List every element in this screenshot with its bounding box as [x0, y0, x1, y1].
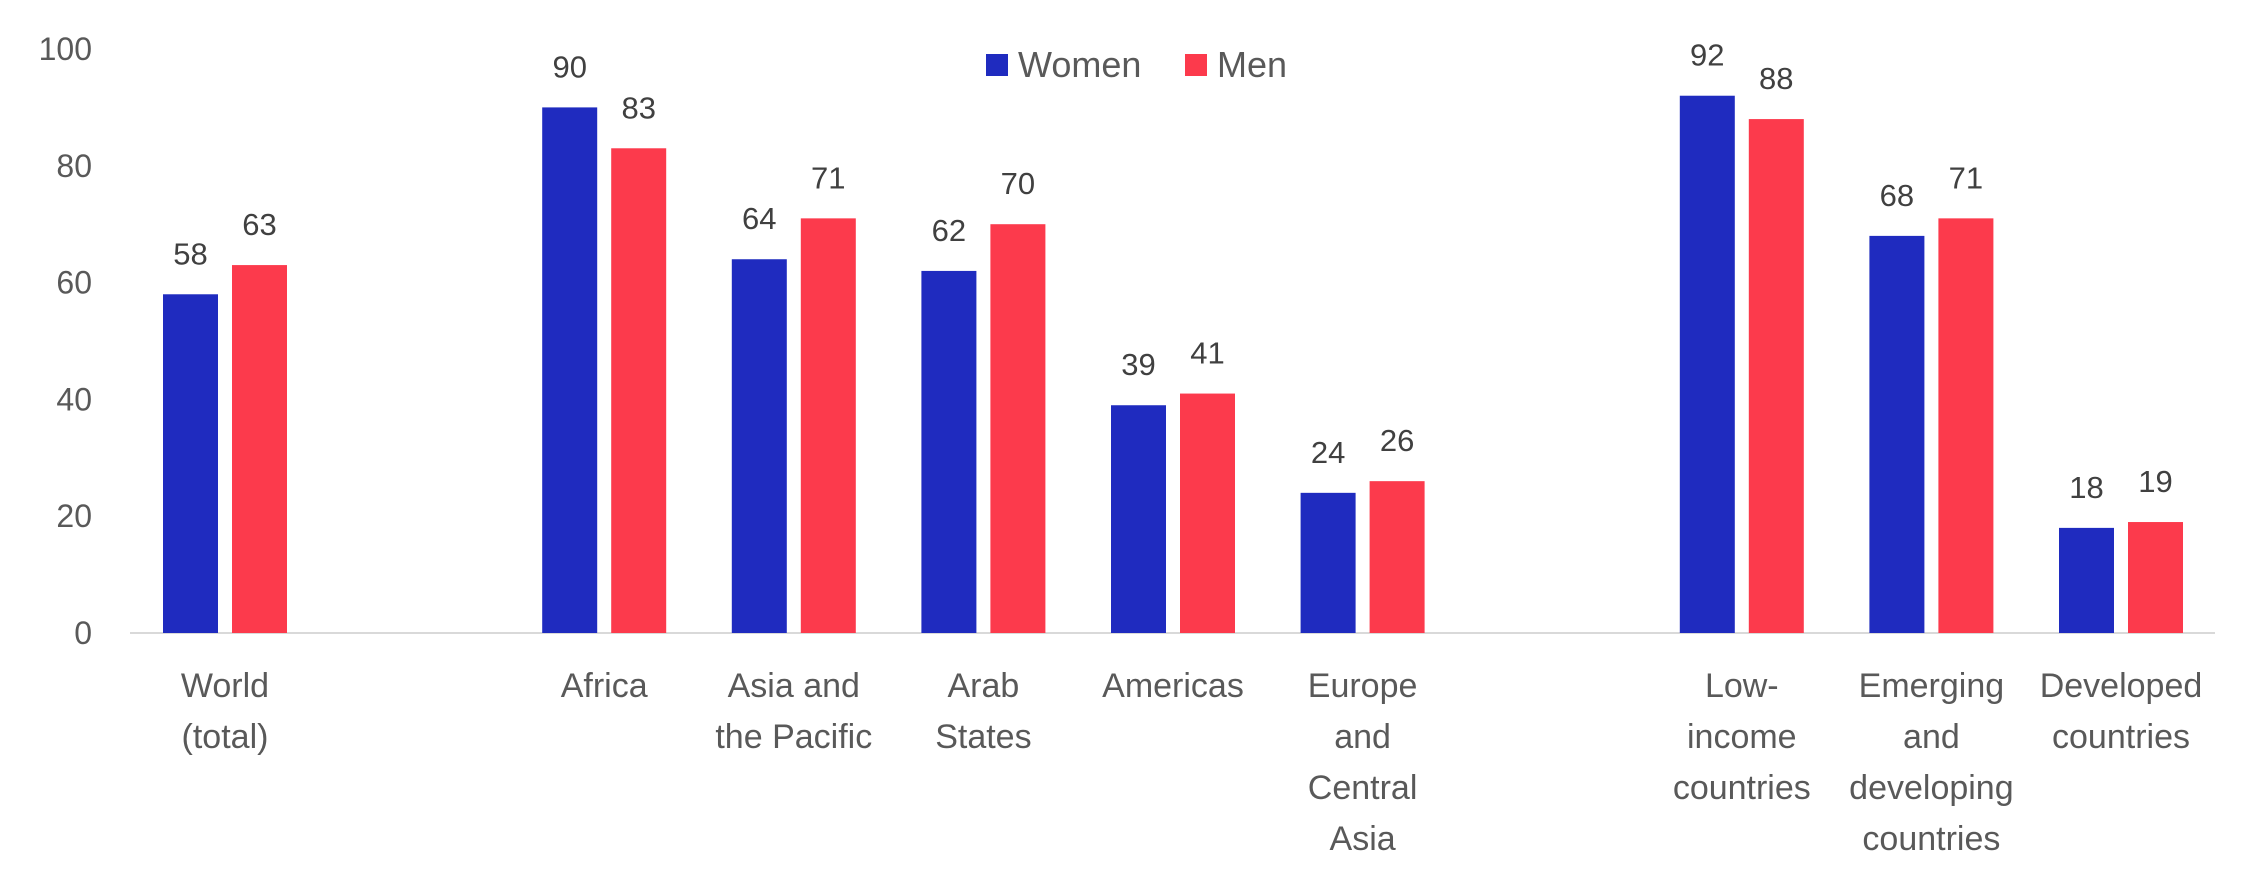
category-label: Emerging and developing countries [1849, 667, 2013, 858]
category-label-line: Europe [1308, 667, 1418, 705]
bar-men [232, 265, 287, 633]
category-label: Asia and the Pacific [715, 667, 872, 756]
data-label-women: 68 [1880, 178, 1914, 213]
data-label-men: 63 [242, 207, 276, 242]
legend-label-women: Women [1018, 44, 1141, 85]
category-label-line: developing [1849, 769, 2013, 807]
category-label-line: World [181, 667, 269, 705]
data-label-women: 24 [1311, 435, 1345, 470]
y-axis: 0 20 40 60 80 100 [39, 31, 92, 651]
legend-swatch-women [986, 54, 1008, 76]
data-label-men: 88 [1759, 61, 1793, 96]
category-label-line: the Pacific [715, 718, 872, 756]
bar-men [800, 218, 856, 634]
category-label-line: income [1687, 718, 1797, 756]
y-tick-label: 80 [56, 148, 92, 184]
category-label-line: and [1334, 718, 1391, 756]
category-label-line: Asia and [728, 667, 860, 705]
bar-women [1111, 405, 1166, 633]
category-label: Arab States [935, 667, 1031, 756]
category-label-line: Americas [1102, 667, 1244, 705]
bar-men [1748, 119, 1804, 633]
bar-men [990, 224, 1046, 633]
category-label-line: Central [1308, 769, 1418, 807]
bar-women [921, 270, 977, 633]
y-tick-label: 100 [39, 31, 92, 67]
data-label-women: 62 [932, 213, 966, 248]
category-label-line: Africa [561, 667, 648, 705]
bar-women [1300, 492, 1356, 633]
category-label-line: countries [1673, 769, 1811, 807]
bar-women [731, 259, 787, 633]
category-label: Developed countries [2040, 667, 2203, 756]
bar-women [542, 107, 598, 633]
data-label-women: 92 [1690, 38, 1724, 73]
bar-women [1679, 95, 1735, 634]
category-label-line: Emerging [1859, 667, 2005, 705]
bar-women [1869, 235, 1925, 633]
category-label: Africa [561, 667, 648, 705]
data-label-women: 39 [1121, 347, 1155, 382]
data-label-men: 71 [811, 160, 845, 195]
legend-swatch-men [1185, 54, 1207, 76]
category-label-line: Asia [1330, 820, 1396, 858]
bar-men [1180, 393, 1235, 633]
bar-men [2128, 522, 2183, 633]
y-tick-label: 0 [74, 615, 92, 651]
category-label-line: countries [2052, 718, 2190, 756]
y-tick-label: 40 [56, 381, 92, 417]
bar-women [2059, 527, 2114, 633]
legend-label-men: Men [1217, 44, 1287, 85]
data-label-men: 19 [2138, 464, 2172, 499]
category-label: World (total) [181, 667, 269, 756]
y-tick-label: 60 [56, 265, 92, 301]
category-label-line: Arab [947, 667, 1019, 705]
category-label-line: Developed [2040, 667, 2203, 705]
category-label-line: and [1903, 718, 1960, 756]
data-label-women: 58 [173, 236, 207, 271]
bar-men [1938, 218, 1994, 634]
data-label-women: 18 [2069, 470, 2103, 505]
category-label-line: countries [1862, 820, 2000, 858]
bar-men [1369, 481, 1425, 633]
bars [163, 95, 2183, 634]
data-label-men: 26 [1380, 423, 1414, 458]
data-label-men: 41 [1190, 336, 1224, 371]
bar-men [611, 148, 667, 633]
category-label-line: States [935, 718, 1031, 756]
data-label-men: 70 [1001, 166, 1035, 201]
y-tick-label: 20 [56, 498, 92, 534]
data-label-women: 64 [742, 201, 776, 236]
category-label: Americas [1102, 667, 1244, 705]
bar-women [163, 294, 218, 633]
legend: Women Men [986, 44, 1287, 85]
category-label: Low-income countries [1673, 667, 1811, 807]
data-label-men: 83 [621, 90, 655, 125]
x-axis-labels: World (total) Africa Asia and the Pacific Ara… [181, 667, 2202, 858]
data-label-women: 90 [552, 49, 586, 84]
data-labels: 58 63 90 83 64 71 62 70 39 41 24 26 92 88 68 71 18 19 [173, 38, 2172, 505]
data-label-men: 71 [1949, 160, 1983, 195]
category-label-line: Low- [1705, 667, 1779, 705]
category-label-line: (total) [182, 718, 269, 756]
category-label: Europe and Central Asia [1308, 667, 1418, 858]
